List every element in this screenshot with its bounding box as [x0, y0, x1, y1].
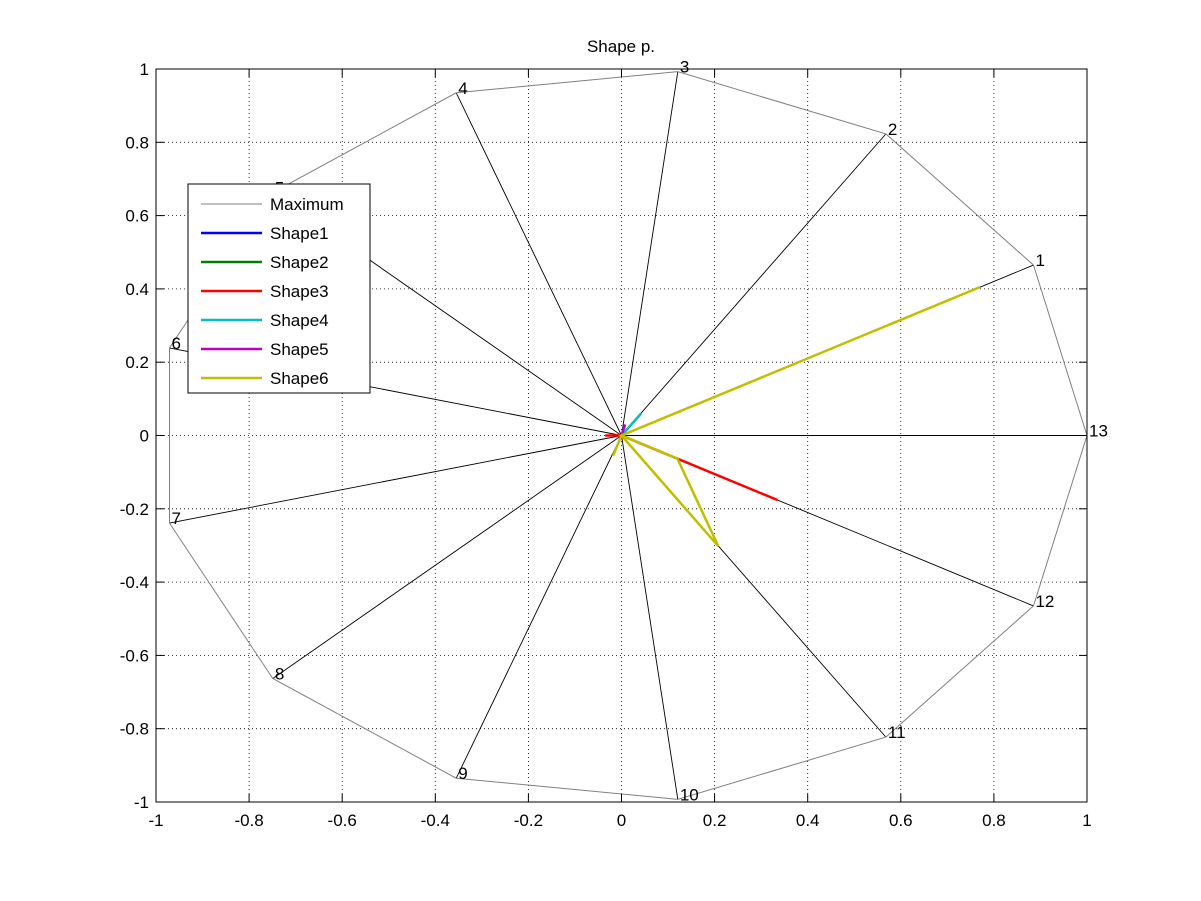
x-tick-label: 0.4: [796, 811, 820, 830]
spoke-label-3: 3: [680, 58, 689, 77]
y-tick-label: 0: [140, 427, 149, 446]
axis-ticks: -1 -0.8 -0.6 -0.4 -0.2 0 0.2 0.4 0.6 0.8 1 -1 -0.8 -0…: [120, 60, 1092, 830]
legend-label-shape6: Shape6: [270, 369, 329, 388]
legend: Maximum Shape1 Shape2 Shape3 Shape4 Shape5 Sha…: [187, 183, 371, 394]
x-tick-label: 0: [617, 811, 626, 830]
spoke-label-11: 11: [888, 723, 906, 742]
x-tick-label: -0.6: [328, 811, 357, 830]
x-tick-label: 1: [1082, 811, 1091, 830]
y-tick-label: 0.8: [125, 133, 149, 152]
spoke-label-1: 1: [1035, 251, 1044, 270]
series-shape4-line: [620, 412, 643, 437]
legend-label-shape4: Shape4: [270, 311, 329, 330]
spoke-line: [169, 435, 622, 524]
series-maximum-line: [169, 71, 1088, 800]
series-shape5-line: [620, 424, 627, 436]
spoke-label-12: 12: [1035, 592, 1054, 611]
y-tick-label: 0.2: [125, 353, 149, 372]
spoke-label-2: 2: [888, 120, 897, 139]
spoke-label-6: 6: [171, 334, 180, 353]
series-shape6-line: [611, 285, 981, 548]
spoke-line: [455, 435, 622, 779]
x-tick-label: -0.8: [234, 811, 263, 830]
y-tick-label: 0.4: [125, 280, 149, 299]
spoke-label-8: 8: [275, 664, 284, 683]
spoke-lines: [169, 71, 1087, 800]
x-tick-label: 0.8: [982, 811, 1006, 830]
spoke-line: [455, 92, 622, 436]
y-tick-label: -0.8: [120, 720, 149, 739]
spoke-label-10: 10: [680, 785, 699, 804]
spoke-label-7: 7: [171, 509, 180, 528]
y-tick-label: -1: [134, 793, 149, 812]
data-series: [169, 71, 1088, 800]
legend-label-shape3: Shape3: [270, 282, 329, 301]
y-tick-label: 0.6: [125, 207, 149, 226]
legend-label-shape1: Shape1: [270, 224, 329, 243]
spoke-line: [621, 71, 679, 436]
spoke-label-13: 13: [1089, 422, 1108, 441]
x-tick-label: -0.4: [421, 811, 450, 830]
y-tick-label: -0.2: [120, 500, 149, 519]
legend-box: [187, 183, 371, 394]
spoke-label-4: 4: [458, 79, 467, 98]
legend-label-shape2: Shape2: [270, 253, 329, 272]
x-tick-label: -1: [148, 811, 163, 830]
legend-label-shape5: Shape5: [270, 340, 329, 359]
spoke-line: [272, 435, 622, 679]
x-tick-label: 0.6: [889, 811, 913, 830]
y-tick-label: 1: [140, 60, 149, 79]
x-tick-label: -0.2: [514, 811, 543, 830]
y-tick-label: -0.6: [120, 646, 149, 665]
chart-title: Shape p.: [587, 37, 655, 56]
spoke-line: [621, 435, 679, 800]
spoke-line: [621, 133, 887, 436]
legend-label-maximum: Maximum: [270, 195, 344, 214]
x-tick-label: 0.2: [703, 811, 727, 830]
y-tick-label: -0.4: [120, 573, 149, 592]
spoke-label-9: 9: [458, 764, 467, 783]
